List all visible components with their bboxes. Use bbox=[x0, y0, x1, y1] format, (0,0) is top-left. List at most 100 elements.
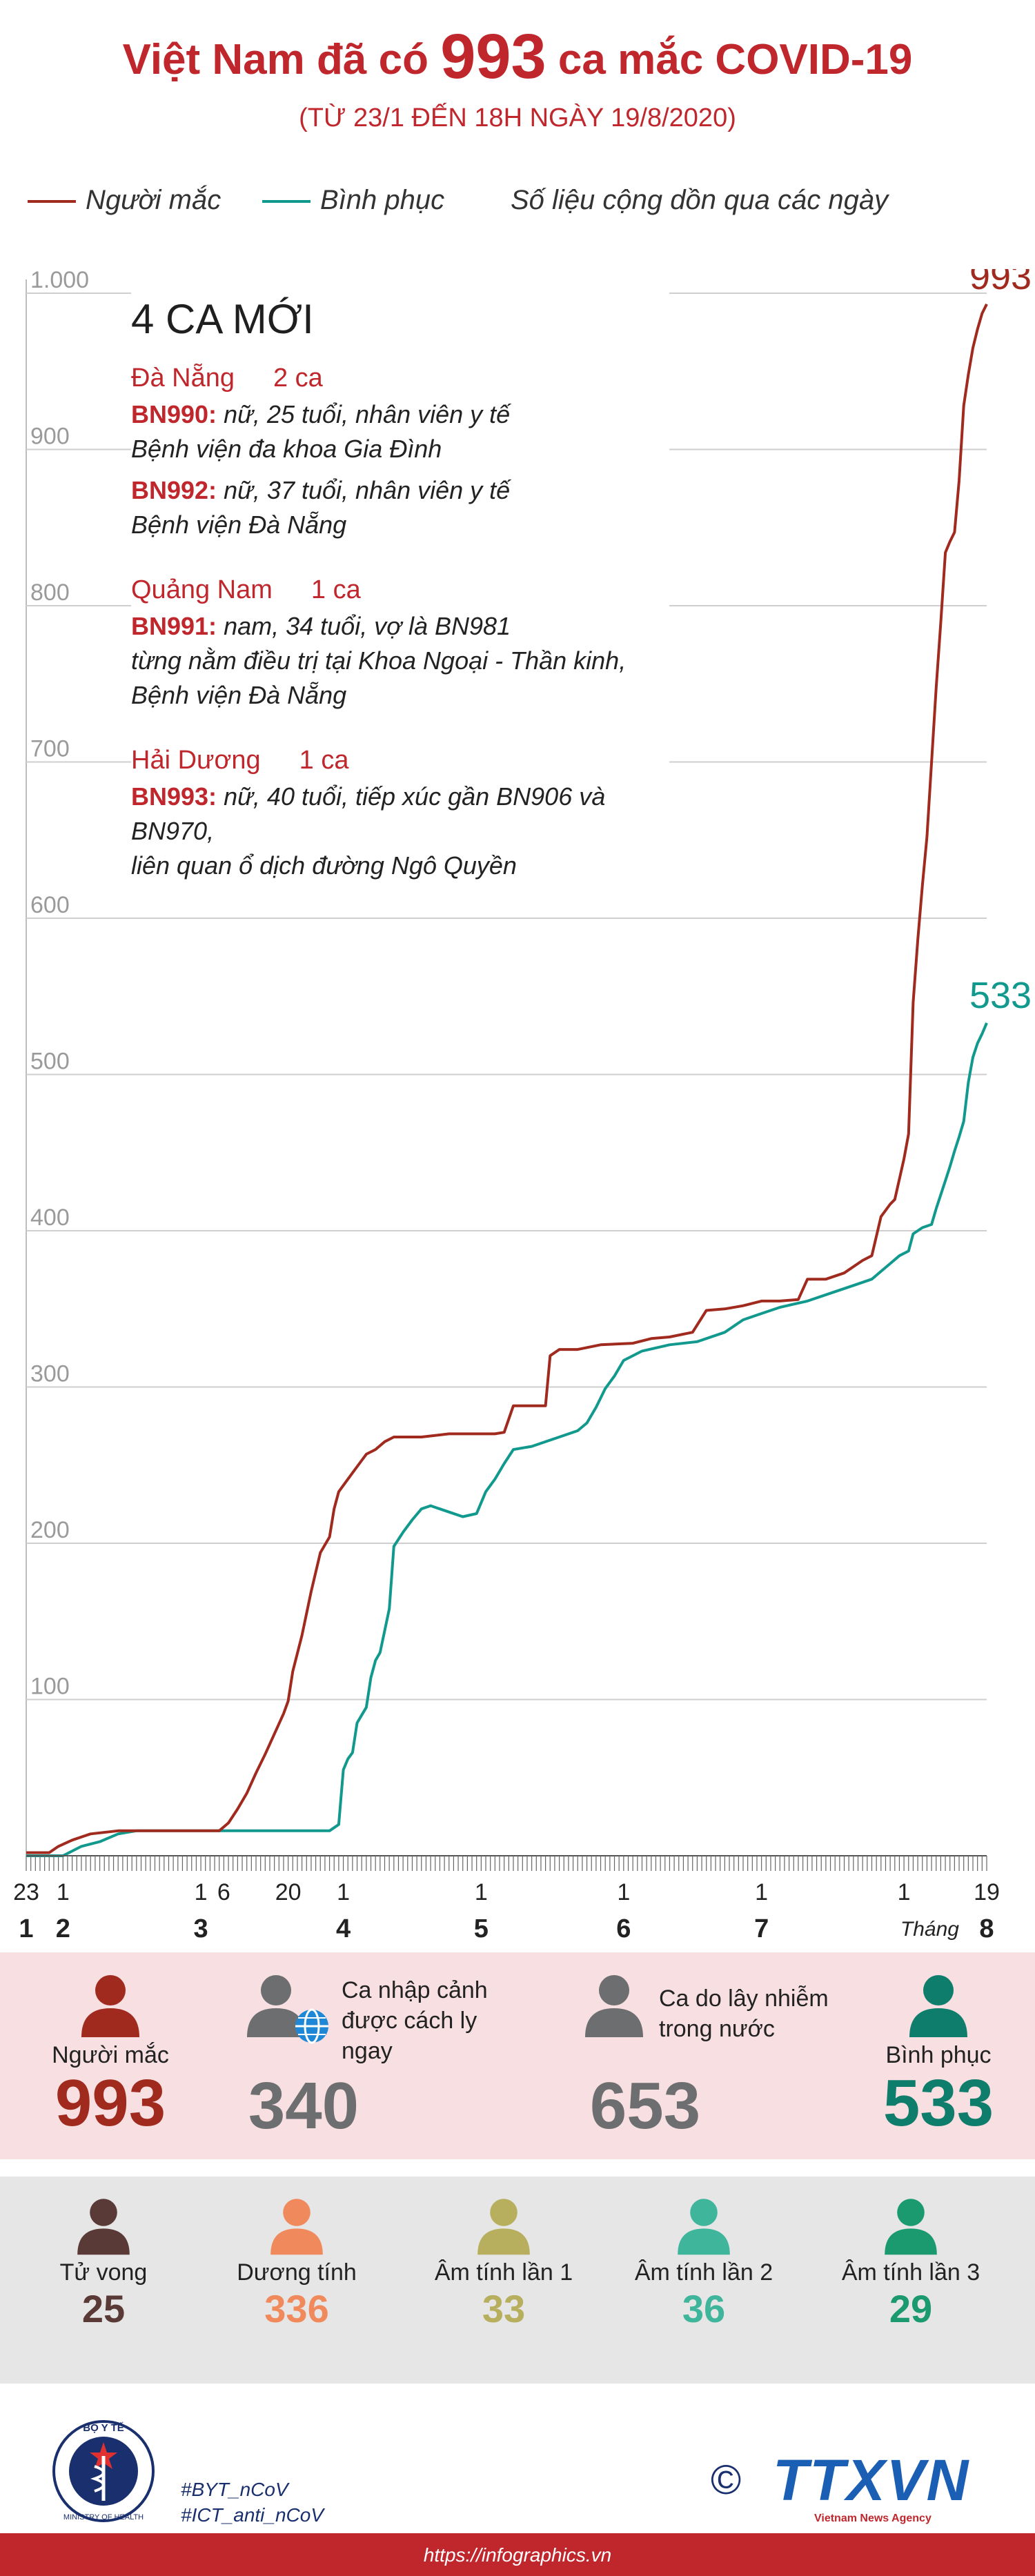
y-tick-label: 1.000 bbox=[30, 269, 89, 293]
case-line: nam, 34 tuổi, vợ là BN981 bbox=[224, 612, 511, 640]
status-positive: Dương tính 336 bbox=[207, 2194, 386, 2331]
case-line: Bệnh viện Đà Nẵng bbox=[131, 511, 347, 539]
x-month-label: 2 bbox=[56, 1914, 70, 1943]
person-icon bbox=[909, 1975, 967, 2037]
x-day-label: 1 bbox=[475, 1879, 488, 1905]
province-name: Hải Dương bbox=[131, 746, 261, 775]
province-header: Đà Nẵng 2 ca bbox=[131, 364, 669, 393]
end-label-recovered: 533 bbox=[969, 975, 1032, 1016]
x-month-label: 1 bbox=[19, 1914, 33, 1943]
y-tick-label: 600 bbox=[30, 892, 70, 918]
stat-imported-value: 340 bbox=[248, 2069, 359, 2143]
copyright-icon: © bbox=[711, 2457, 742, 2503]
person-icon bbox=[585, 1975, 643, 2037]
new-cases-title: 4 CA MỚI bbox=[131, 296, 314, 342]
y-tick-label: 300 bbox=[30, 1361, 70, 1387]
stat-imported-label-line2: được cách ly ngay bbox=[342, 2008, 477, 2064]
case-line: nữ, 37 tuổi, nhân viên y tế bbox=[224, 476, 511, 504]
title-suffix: ca mắc COVID-19 bbox=[558, 36, 913, 83]
province-name: Quảng Nam bbox=[131, 575, 273, 604]
case-line: nữ, 25 tuổi, nhân viên y tế bbox=[224, 400, 511, 428]
x-month-word: Tháng bbox=[900, 1918, 959, 1941]
province-name: Đà Nẵng bbox=[131, 364, 235, 393]
chart-grid: 100 200 300 400 500 600 700 800 900 1.000 bbox=[26, 269, 987, 1856]
status-negative-1: Âm tính lần 1 33 bbox=[414, 2194, 593, 2331]
stat-recovered: Bình phục 533 bbox=[849, 1970, 1028, 2138]
case-entry: BN991: nam, 34 tuổi, vợ là BN981 từng nằ… bbox=[131, 609, 669, 713]
status-value: 29 bbox=[889, 2287, 933, 2330]
legend-infected-label: Người mắc bbox=[86, 185, 221, 215]
agency-subtitle: Vietnam News Agency bbox=[814, 2513, 931, 2524]
page-title: Việt Nam đã có 993 ca mắc COVID-19 bbox=[0, 21, 1035, 93]
status-label: Âm tính lần 1 bbox=[434, 2259, 573, 2286]
case-line: Bệnh viện đa khoa Gia Đình bbox=[131, 435, 442, 463]
case-line: nữ, 40 tuổi, tiếp xúc gần BN906 và BN970… bbox=[131, 782, 606, 845]
stat-infected: Người mắc 993 bbox=[14, 1970, 207, 2138]
status-value: 25 bbox=[81, 2287, 126, 2330]
stat-imported-label-line1: Ca nhập cảnh bbox=[342, 1977, 488, 2003]
x-day-label: 1 bbox=[617, 1879, 630, 1905]
person-icon bbox=[81, 1975, 139, 2037]
legend-recovered-swatch bbox=[262, 200, 310, 204]
x-day-label: 1 bbox=[898, 1879, 911, 1905]
province-header: Hải Dương 1 ca bbox=[131, 746, 669, 775]
legend-recovered: Bình phục bbox=[262, 185, 444, 216]
x-month-label: 7 bbox=[754, 1914, 769, 1943]
status-label: Dương tính bbox=[237, 2259, 357, 2286]
status-label: Âm tính lần 2 bbox=[634, 2259, 773, 2286]
case-entry: BN993: nữ, 40 tuổi, tiếp xúc gần BN906 v… bbox=[131, 780, 669, 883]
y-tick-label: 400 bbox=[30, 1205, 70, 1231]
x-day-label: 20 bbox=[275, 1879, 302, 1905]
series-line-recovered bbox=[26, 1022, 988, 1857]
x-month-label: 5 bbox=[474, 1914, 489, 1943]
ministry-logo: BỘ Y TẾ MINISTRY OF HEALTH bbox=[52, 2420, 155, 2522]
legend-infected: Người mắc bbox=[28, 185, 221, 216]
end-label-infected: 993 bbox=[969, 269, 1032, 297]
chart-series bbox=[26, 304, 988, 1857]
x-day-label: 23 bbox=[13, 1879, 39, 1905]
province-count: 1 ca bbox=[299, 746, 349, 775]
stat-imported-label: Ca nhập cảnh được cách ly ngay bbox=[342, 1975, 518, 2066]
status-band bbox=[0, 2177, 1035, 2384]
status-negative-2: Âm tính lần 2 36 bbox=[614, 2194, 793, 2331]
status-label: Âm tính lần 3 bbox=[841, 2259, 980, 2286]
status-negative-3: Âm tính lần 3 29 bbox=[821, 2194, 1000, 2331]
case-line: từng nằm điều trị tại Khoa Ngoại - Thần … bbox=[131, 646, 627, 675]
footer-url: https://infographics.vn bbox=[423, 2544, 612, 2566]
case-line: Bệnh viện Đà Nẵng bbox=[131, 681, 347, 709]
person-icon bbox=[477, 2199, 530, 2255]
person-icon bbox=[885, 2199, 937, 2255]
hashtag: #ICT_anti_nCoV bbox=[181, 2504, 324, 2526]
stat-recovered-value: 533 bbox=[883, 2066, 994, 2140]
title-prefix: Việt Nam đã có bbox=[122, 36, 428, 83]
x-month-label: 4 bbox=[336, 1914, 351, 1943]
person-icon bbox=[270, 2199, 323, 2255]
stat-domestic-label: Ca do lây nhiễm trong nước bbox=[659, 1983, 829, 2044]
stat-domestic-label-line2: trong nước bbox=[659, 2016, 775, 2042]
status-value: 36 bbox=[682, 2287, 726, 2330]
person-globe-icon bbox=[247, 1975, 328, 2044]
title-number: 993 bbox=[440, 21, 546, 92]
status-value: 336 bbox=[264, 2287, 329, 2330]
person-icon bbox=[77, 2199, 130, 2255]
legend-recovered-label: Bình phục bbox=[320, 185, 445, 215]
province-header: Quảng Nam 1 ca bbox=[131, 575, 669, 605]
x-day-label: 19 bbox=[974, 1879, 1000, 1905]
x-day-label: 1 bbox=[57, 1879, 70, 1905]
footer-bar bbox=[0, 2533, 1035, 2576]
stat-domestic-label-line1: Ca do lây nhiễm bbox=[659, 1985, 829, 2012]
y-tick-label: 700 bbox=[30, 736, 70, 762]
y-tick-label: 100 bbox=[30, 1674, 70, 1700]
legend-note: Số liệu cộng dồn qua các ngày bbox=[511, 185, 889, 215]
case-id: BN993: bbox=[131, 782, 217, 811]
person-icon bbox=[678, 2199, 730, 2255]
chart-end-labels: 993 533 bbox=[969, 269, 1032, 1016]
province-count: 1 ca bbox=[310, 575, 361, 604]
x-month-label: 6 bbox=[616, 1914, 631, 1943]
status-value: 33 bbox=[482, 2287, 526, 2330]
case-entry: BN990: nữ, 25 tuổi, nhân viên y tế Bệnh … bbox=[131, 397, 669, 466]
case-id: BN992: bbox=[131, 476, 217, 504]
x-month-label: 3 bbox=[194, 1914, 208, 1943]
